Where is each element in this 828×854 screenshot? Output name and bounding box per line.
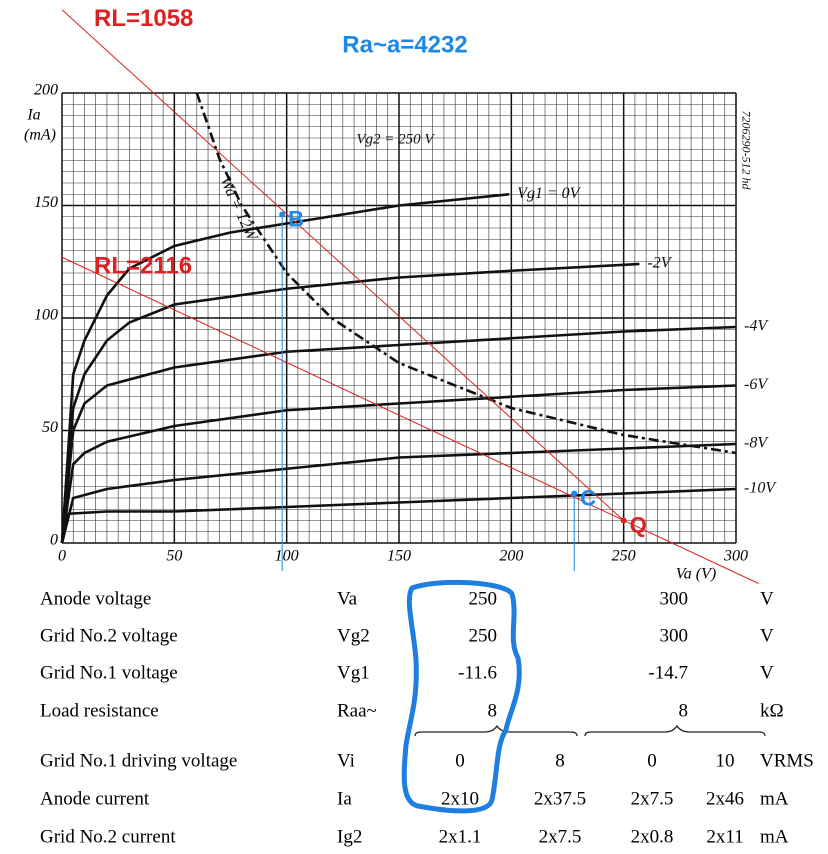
x-tick-label: 300 bbox=[723, 548, 748, 565]
point-label: B bbox=[288, 206, 304, 231]
annotation: Vg2 = 250 V bbox=[356, 131, 435, 147]
table-cell: Ig2 bbox=[337, 826, 362, 847]
x-tick-label: 50 bbox=[166, 548, 182, 565]
point bbox=[620, 517, 627, 524]
series-label: RL=1058 bbox=[94, 5, 193, 32]
table-cell: 0 bbox=[455, 750, 465, 771]
table-cell: Vg2 bbox=[337, 625, 370, 646]
highlight-outline bbox=[401, 579, 522, 814]
y-tick-label: 100 bbox=[34, 307, 58, 324]
series-line bbox=[195, 92, 737, 455]
y-tick-label: 150 bbox=[34, 194, 58, 211]
series-label: RL=2116 bbox=[94, 253, 192, 280]
table-cell: 0 bbox=[647, 750, 657, 771]
series-line bbox=[60, 325, 737, 544]
table-cell: Load resistance bbox=[40, 700, 159, 721]
x-tick-label: 100 bbox=[275, 548, 299, 565]
table-cell: 2x10 bbox=[441, 788, 479, 809]
brace bbox=[584, 724, 766, 737]
table-cell: Anode voltage bbox=[40, 588, 151, 609]
table-cell: 2x46 bbox=[706, 788, 744, 809]
series-line bbox=[60, 262, 640, 544]
x-tick-label: 150 bbox=[387, 548, 411, 565]
table-cell: 2x7.5 bbox=[539, 826, 582, 847]
point bbox=[279, 211, 286, 218]
series-line bbox=[61, 9, 625, 521]
y-axis-unit: (mA) bbox=[24, 127, 56, 144]
x-axis-label: Va (V) bbox=[676, 566, 716, 583]
annotation: 7206290-512 hd bbox=[739, 111, 753, 191]
series-line bbox=[60, 442, 737, 544]
point-label: C bbox=[580, 485, 596, 510]
annotation: Ra~a=4232 bbox=[342, 31, 467, 58]
table-cell: 300 bbox=[660, 588, 689, 609]
table-cell: 2x37.5 bbox=[534, 788, 586, 809]
table-cell: Anode current bbox=[40, 788, 150, 809]
table-cell: V bbox=[760, 588, 774, 609]
table-cell: -14.7 bbox=[648, 662, 688, 683]
table-cell: 8 bbox=[555, 750, 565, 771]
table-cell: 2x7.5 bbox=[631, 788, 674, 809]
y-tick-label: 200 bbox=[34, 82, 58, 99]
table-cell: Grid No.1 driving voltage bbox=[40, 750, 237, 771]
x-tick-label: 0 bbox=[58, 548, 66, 565]
brace bbox=[414, 724, 578, 737]
table-cell: 2x1.1 bbox=[439, 826, 482, 847]
series-line bbox=[60, 192, 510, 544]
series-label: -2V bbox=[647, 255, 672, 272]
table-cell: 8 bbox=[679, 700, 689, 721]
table-cell: mA bbox=[760, 826, 789, 847]
grid bbox=[61, 92, 737, 544]
table-cell: Va bbox=[337, 588, 358, 609]
table-cell: Grid No.2 voltage bbox=[40, 625, 178, 646]
table-cell: Raa~ bbox=[337, 700, 377, 721]
table-cell: VRMS bbox=[760, 750, 814, 771]
series-label: -8V bbox=[744, 435, 769, 452]
series-label: -6V bbox=[744, 376, 769, 393]
table-cell: Grid No.2 current bbox=[40, 826, 176, 847]
point-label: Q bbox=[630, 512, 647, 537]
table-cell: 2x0.8 bbox=[631, 826, 674, 847]
table-cell: V bbox=[760, 662, 774, 683]
table-cell: 250 bbox=[469, 625, 498, 646]
table-cell: 8 bbox=[488, 700, 498, 721]
table-cell: Grid No.1 voltage bbox=[40, 662, 178, 683]
table-cell: 250 bbox=[469, 588, 498, 609]
series-line bbox=[60, 384, 737, 544]
table-cell: Ia bbox=[337, 788, 352, 809]
x-tick-label: 200 bbox=[499, 548, 523, 565]
series-label: -4V bbox=[744, 318, 769, 335]
table-cell: V bbox=[760, 625, 774, 646]
series-line bbox=[61, 256, 759, 584]
table-cell: Vi bbox=[337, 750, 355, 771]
series-label: Vg1 = 0V bbox=[517, 185, 582, 202]
series-label: -10V bbox=[744, 480, 777, 497]
series-line bbox=[60, 487, 737, 544]
table-cell: 2x11 bbox=[706, 826, 743, 847]
table-cell: Vg1 bbox=[337, 662, 370, 683]
table-cell: mA bbox=[760, 788, 789, 809]
table: Anode voltage Va 250 300 V Grid No.2 voltage V… bbox=[40, 588, 814, 847]
table-cell: -11.6 bbox=[458, 662, 497, 683]
table-cell: kΩ bbox=[760, 700, 784, 721]
y-tick-label: 0 bbox=[50, 532, 58, 549]
y-axis-label: Ia bbox=[26, 107, 40, 124]
table-cell: 10 bbox=[716, 750, 735, 771]
x-tick-label: 250 bbox=[612, 548, 636, 565]
y-tick-label: 50 bbox=[42, 419, 58, 436]
table-cell: 300 bbox=[660, 625, 689, 646]
point bbox=[571, 490, 578, 497]
